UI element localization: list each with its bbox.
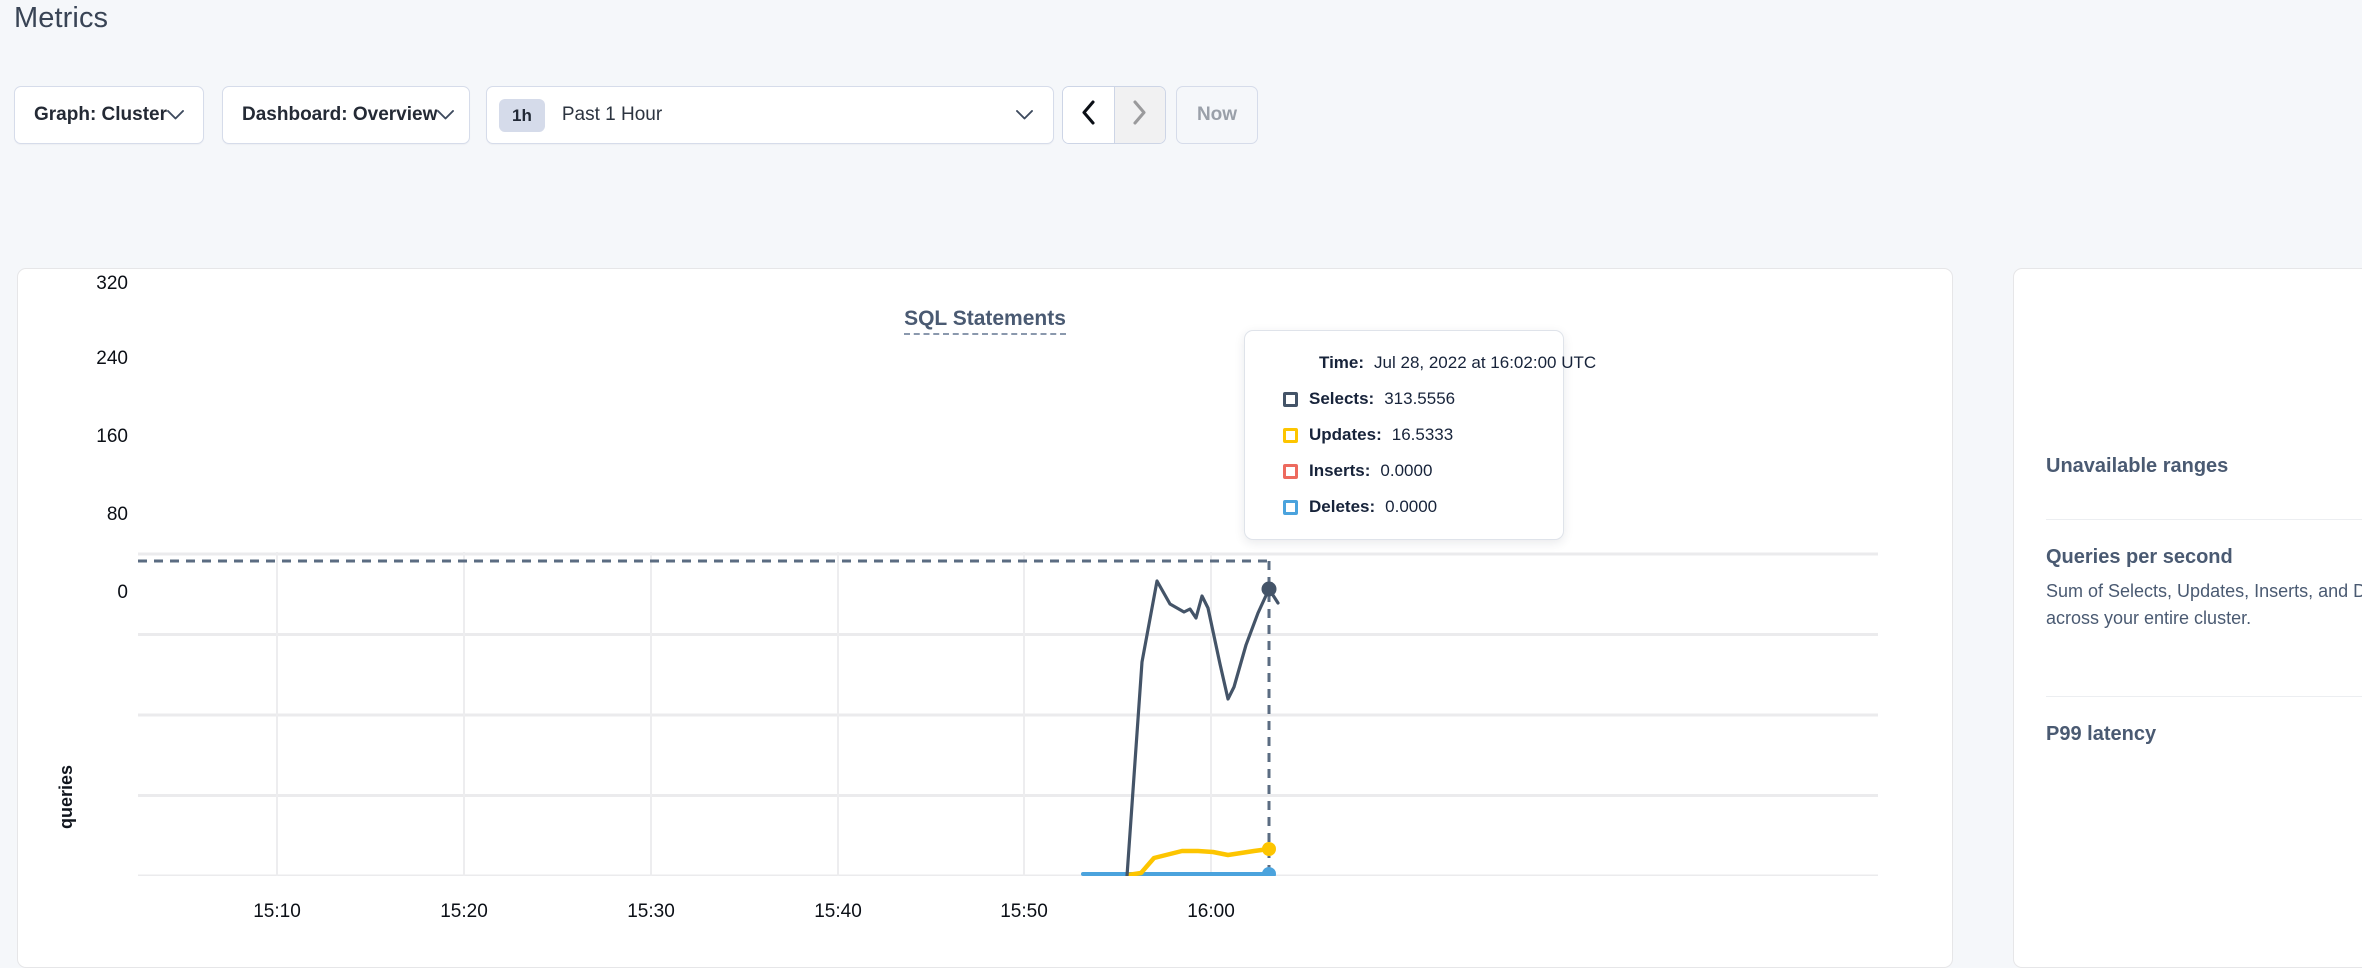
sql-statements-chart-card: SQL Statements queries 320 240 160 80 0 <box>17 268 1953 968</box>
nav-prev-button[interactable] <box>1063 87 1114 143</box>
x-tick: 15:20 <box>440 901 488 922</box>
legend-swatch-inserts <box>1283 463 1298 479</box>
chart-plot-area[interactable] <box>138 552 1878 876</box>
time-nav-group <box>1062 86 1166 144</box>
hover-point-updates <box>1262 842 1276 856</box>
tooltip-time-row: Time: Jul 28, 2022 at 16:02:00 UTC <box>1283 353 1596 373</box>
sidebar-item-p99-latency[interactable]: P99 latency <box>2046 696 2362 746</box>
page-title: Metrics <box>14 2 109 34</box>
tooltip-series-value: 16.5333 <box>1391 425 1454 444</box>
tooltip-series-key: Deletes: <box>1309 497 1376 516</box>
legend-swatch-selects <box>1283 391 1298 407</box>
tooltip-series-value: 0.0000 <box>1380 461 1433 480</box>
y-axis-ticks: 320 240 160 80 0 <box>58 269 128 967</box>
x-tick: 15:10 <box>253 901 301 922</box>
tooltip-series-key: Inserts: <box>1309 461 1371 480</box>
sidebar-item-unavailable-ranges[interactable]: Unavailable ranges <box>2046 429 2362 478</box>
legend-swatch-deletes <box>1283 499 1298 515</box>
chevron-right-icon <box>1131 100 1148 130</box>
y-tick: 240 <box>96 348 128 369</box>
tooltip-row-inserts: Inserts: 0.0000 <box>1283 461 1541 481</box>
tooltip-series-value: 0.0000 <box>1385 497 1438 516</box>
chart-hover-tooltip: Time: Jul 28, 2022 at 16:02:00 UTC Selec… <box>1244 330 1596 540</box>
tooltip-series-value: 313.5556 <box>1384 389 1456 408</box>
graph-select-label: Graph: Cluster <box>34 104 168 125</box>
chevron-down-icon <box>1016 110 1033 120</box>
legend-swatch-updates <box>1283 427 1298 443</box>
time-range-label: Past 1 Hour <box>561 104 663 125</box>
chevron-down-icon <box>167 110 184 120</box>
sidebar-item-title: Queries per second <box>2046 546 2233 568</box>
y-tick: 80 <box>106 504 128 525</box>
nav-next-button[interactable] <box>1113 87 1165 143</box>
time-range-badge: 1h <box>499 98 545 132</box>
chart-title: SQL Statements <box>18 307 1952 335</box>
sidebar-item-title: P99 latency <box>2046 723 2157 745</box>
tooltip-series-key: Updates: <box>1309 425 1382 444</box>
toolbar: Graph: Cluster Dashboard: Overview 1h Pa… <box>0 86 2362 152</box>
tooltip-row-deletes: Deletes: 0.0000 <box>1283 497 1541 517</box>
tooltip-row-selects: Selects: 313.5556 <box>1283 389 1541 409</box>
graph-select-dropdown[interactable]: Graph: Cluster <box>14 86 204 144</box>
x-tick: 15:50 <box>1000 901 1048 922</box>
x-tick: 15:30 <box>627 901 675 922</box>
chevron-down-icon <box>437 110 455 120</box>
x-tick: 16:00 <box>1187 901 1235 922</box>
chevron-left-icon <box>1080 100 1097 130</box>
dashboard-select-label: Dashboard: Overview <box>242 104 438 125</box>
tooltip-time-value: Jul 28, 2022 at 16:02:00 UTC <box>1374 353 1597 372</box>
metrics-info-sidebar: Unavailable ranges Queries per second Su… <box>2013 268 2362 968</box>
sidebar-item-queries-per-second[interactable]: Queries per second Sum of Selects, Updat… <box>2046 519 2362 632</box>
tooltip-row-updates: Updates: 16.5333 <box>1283 425 1541 445</box>
y-tick: 160 <box>96 426 128 447</box>
dashboard-select-dropdown[interactable]: Dashboard: Overview <box>222 86 470 144</box>
tooltip-series-key: Selects: <box>1309 389 1375 408</box>
time-range-dropdown[interactable]: 1h Past 1 Hour <box>486 86 1054 144</box>
sidebar-item-title: Unavailable ranges <box>2046 455 2229 477</box>
hover-point-deletes <box>1262 867 1276 876</box>
y-tick: 0 <box>117 582 128 603</box>
sidebar-item-description: Sum of Selects, Updates, Inserts, and De… <box>2046 581 2362 628</box>
hover-point-selects <box>1261 581 1277 597</box>
y-tick: 320 <box>96 273 128 294</box>
x-tick: 15:40 <box>814 901 862 922</box>
tooltip-time-key: Time: <box>1319 353 1365 372</box>
now-button[interactable]: Now <box>1176 86 1258 144</box>
chart-title-text: SQL Statements <box>904 307 1066 335</box>
